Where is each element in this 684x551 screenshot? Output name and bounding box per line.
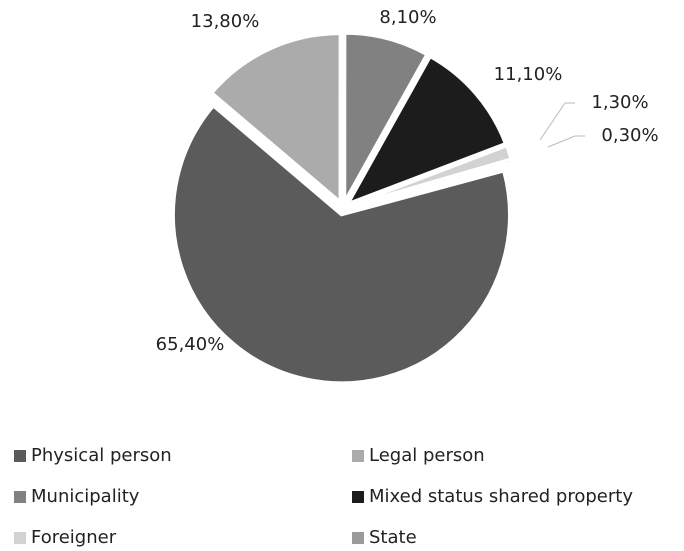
- legend-swatch: [352, 450, 364, 462]
- pie-slice: [171, 103, 511, 385]
- legend-label: Foreigner: [31, 527, 117, 548]
- data-label: 11,10%: [494, 64, 563, 85]
- legend-swatch: [14, 491, 26, 503]
- data-label: 13,80%: [191, 11, 260, 32]
- legend-label: Legal person: [369, 445, 485, 466]
- leader-line: [539, 102, 575, 141]
- pie-slice: [344, 54, 508, 207]
- legend-label: Physical person: [31, 445, 172, 466]
- pie-slice: [343, 31, 429, 207]
- legend-swatch: [14, 532, 26, 544]
- pie-slice: [349, 157, 514, 208]
- data-label: 8,10%: [379, 7, 436, 28]
- legend-label: State: [369, 527, 417, 548]
- legend-swatch: [14, 450, 26, 462]
- data-label: 0,30%: [601, 125, 658, 146]
- legend-swatch: [352, 532, 364, 544]
- legend-swatch: [352, 491, 364, 503]
- legend-label: Mixed status shared property: [369, 486, 633, 507]
- legend-label: Municipality: [31, 486, 140, 507]
- data-label: 65,40%: [156, 334, 225, 355]
- leader-line: [547, 135, 585, 148]
- pie-slice: [209, 32, 342, 205]
- data-label: 1,30%: [591, 92, 648, 113]
